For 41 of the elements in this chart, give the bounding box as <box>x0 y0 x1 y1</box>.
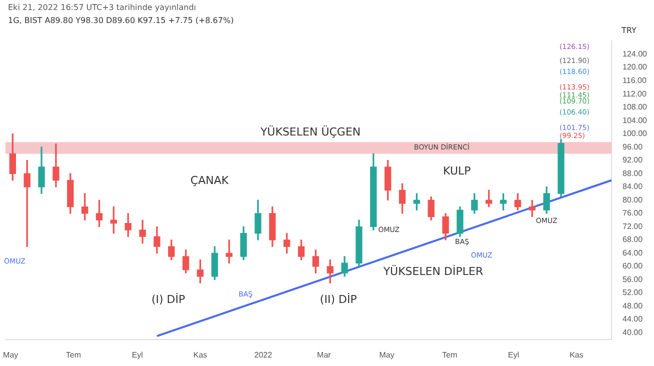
y-tick-label: 60.00 <box>622 262 644 271</box>
y-tick-label: 104.00 <box>622 116 648 125</box>
y-tick-label: 56.00 <box>622 274 644 284</box>
x-tick-label: Kas <box>570 350 584 360</box>
x-tick-label: Eyl <box>132 350 144 360</box>
y-tick-label: 112.00 <box>622 89 647 98</box>
annotation: (II) DİP <box>320 292 358 306</box>
y-tick-label: 92.00 <box>622 156 644 165</box>
x-tick-label: May <box>379 350 394 360</box>
chart-title: Eki 21, 2022 16:57 UTC+3 tarihinde yayınlandı <box>7 2 198 12</box>
y-tick-label: 84.00 <box>622 182 644 192</box>
annotation: YÜKSELEN DİPLER <box>382 264 484 278</box>
y-tick-label: 108.00 <box>622 102 648 112</box>
x-tick-label: 2022 <box>254 350 273 360</box>
y-axis-title: TRY <box>620 26 636 36</box>
y-tick-label: 40.00 <box>622 328 644 337</box>
y-tick-label: 76.00 <box>622 208 644 218</box>
y-tick-label: 120.00 <box>622 62 648 72</box>
x-tick-label: Mar <box>317 350 332 360</box>
annotation: KULP <box>443 164 472 178</box>
y-tick-label: 88.00 <box>622 168 644 178</box>
y-tick-label: 68.00 <box>622 235 644 244</box>
annotation: YÜKSELEN ÜÇGEN <box>259 124 361 138</box>
annotation: ÇANAK <box>190 174 230 187</box>
annotation: (I) DİP <box>151 292 186 306</box>
x-tick-label: Tem <box>66 350 82 360</box>
y-tick-label: 100.00 <box>622 129 648 138</box>
y-tick-label: 44.00 <box>622 314 644 324</box>
x-tick-label: May <box>3 350 18 360</box>
x-tick-label: Eyl <box>508 350 520 360</box>
y-tick-label: 96.00 <box>622 142 644 152</box>
y-tick-label: 52.00 <box>622 288 644 298</box>
y-tick-label: 64.00 <box>622 248 644 258</box>
x-tick-label: Tem <box>442 350 458 360</box>
chart-subtitle: 1G, BIST A89.80 Y98.30 D89.60 K97.15 +7.75 (+8.67%) <box>7 15 235 25</box>
x-tick-label: Kas <box>193 350 208 360</box>
y-tick-label: 48.00 <box>622 301 644 310</box>
y-tick-label: 124.00 <box>622 49 648 58</box>
y-tick-label: 80.00 <box>622 195 644 204</box>
y-tick-label: 116.00 <box>622 76 647 85</box>
y-tick-label: 72.00 <box>622 222 644 231</box>
